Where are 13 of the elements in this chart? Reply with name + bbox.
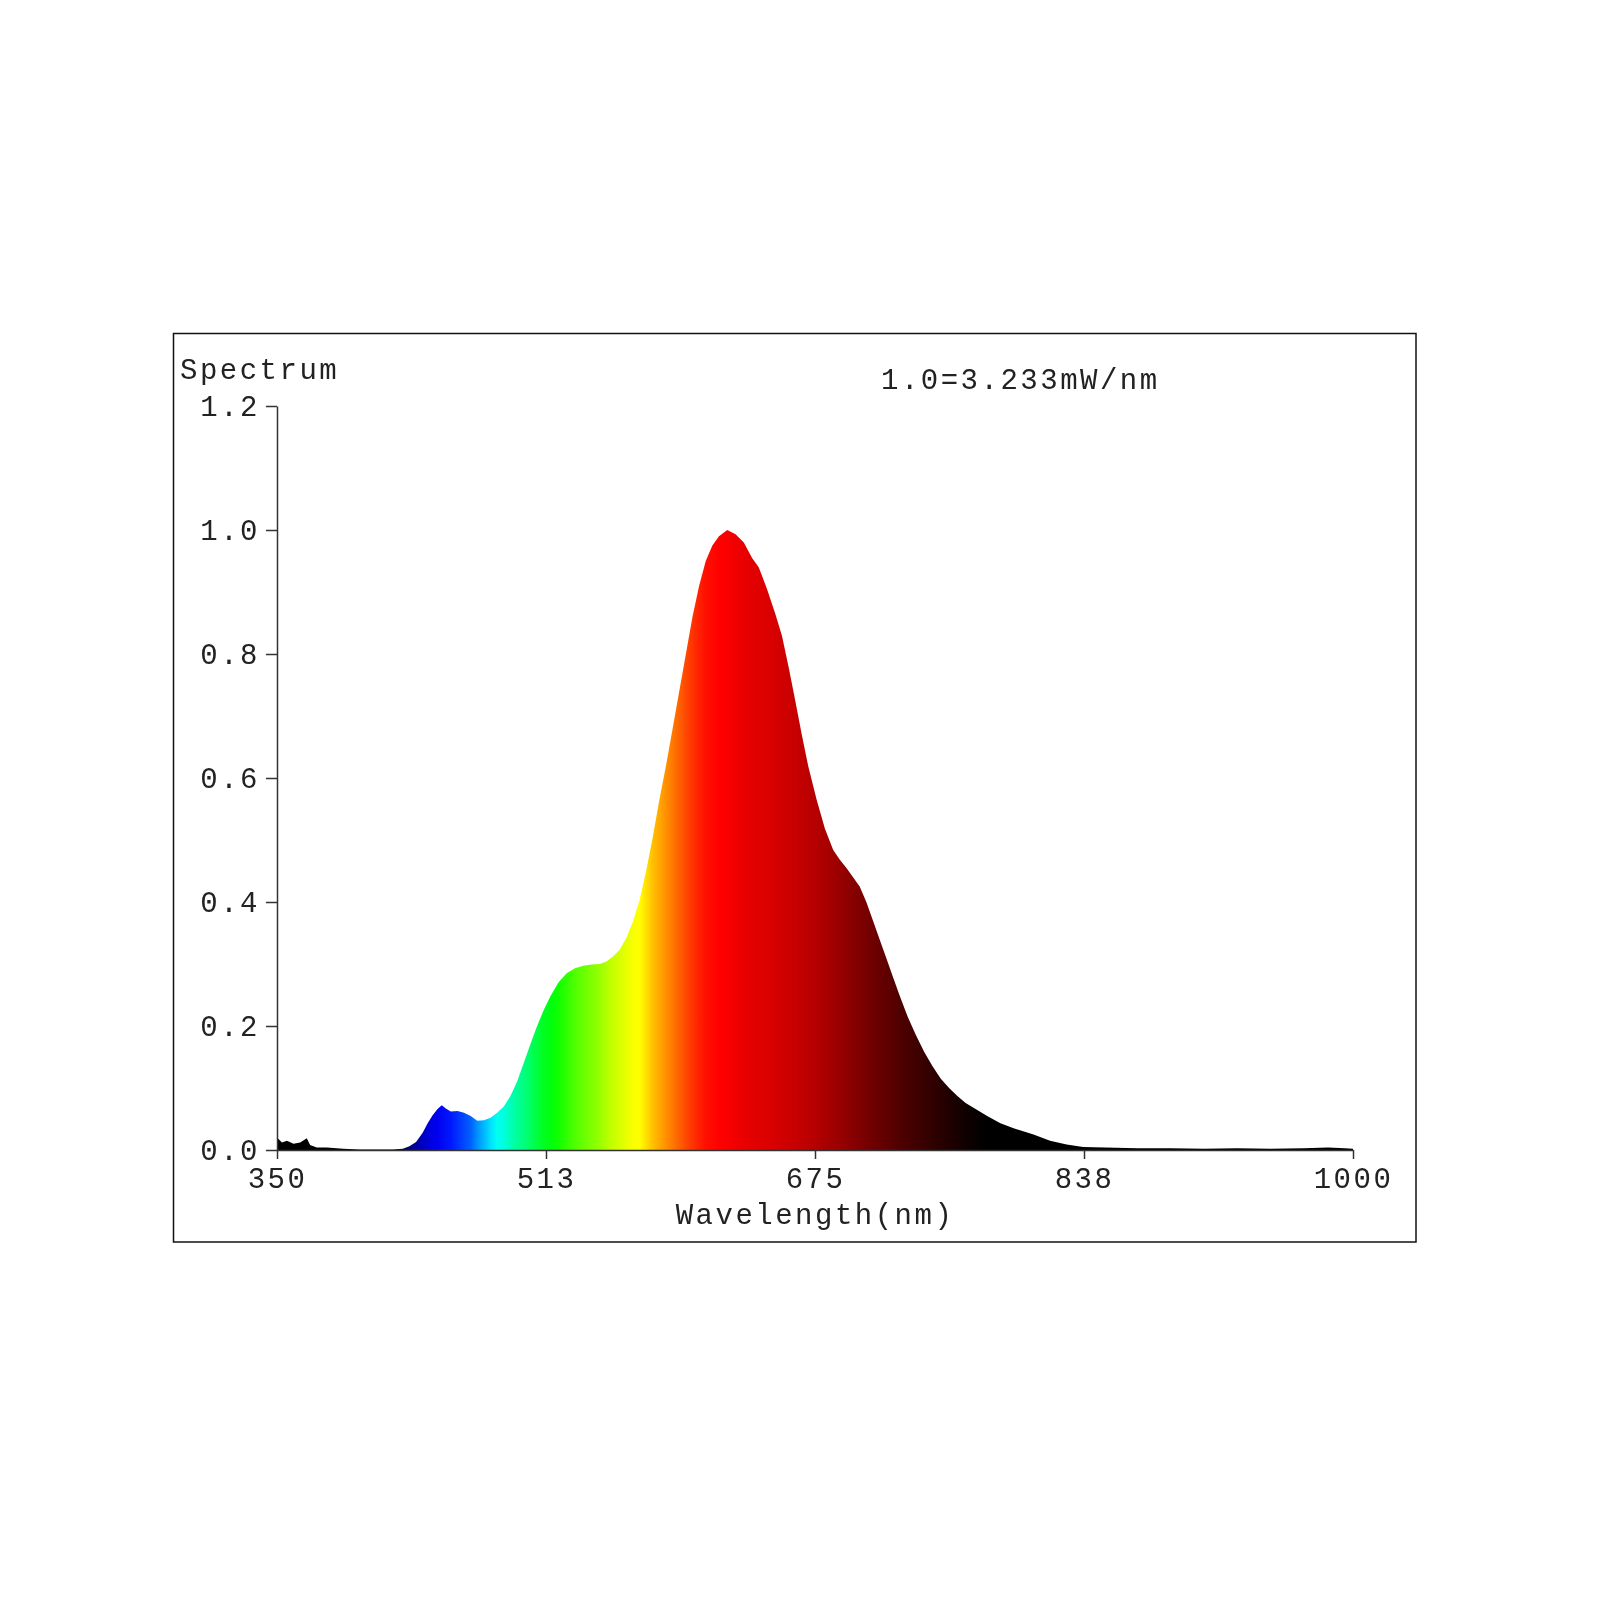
text: 1.0=3.233mW/nm bbox=[881, 365, 1160, 398]
y-tick-label: 0.4 bbox=[200, 887, 260, 921]
x-tick-label: 513 bbox=[516, 1163, 577, 1197]
y-axis-title: Spectrum bbox=[180, 355, 340, 388]
y-tick-label: 1.0 bbox=[200, 515, 260, 549]
y-tick-label: 0.8 bbox=[200, 639, 260, 673]
x-tick-label: 1000 bbox=[1313, 1163, 1394, 1197]
x-axis-title: Wavelength(nm) bbox=[675, 1200, 955, 1233]
y-tick-label: 0.6 bbox=[200, 763, 260, 797]
y-tick-label: 1.2 bbox=[200, 391, 260, 425]
x-tick-label: 838 bbox=[1054, 1163, 1115, 1197]
x-tick-label: 675 bbox=[785, 1163, 846, 1197]
y-tick-label: 0.2 bbox=[200, 1011, 260, 1045]
